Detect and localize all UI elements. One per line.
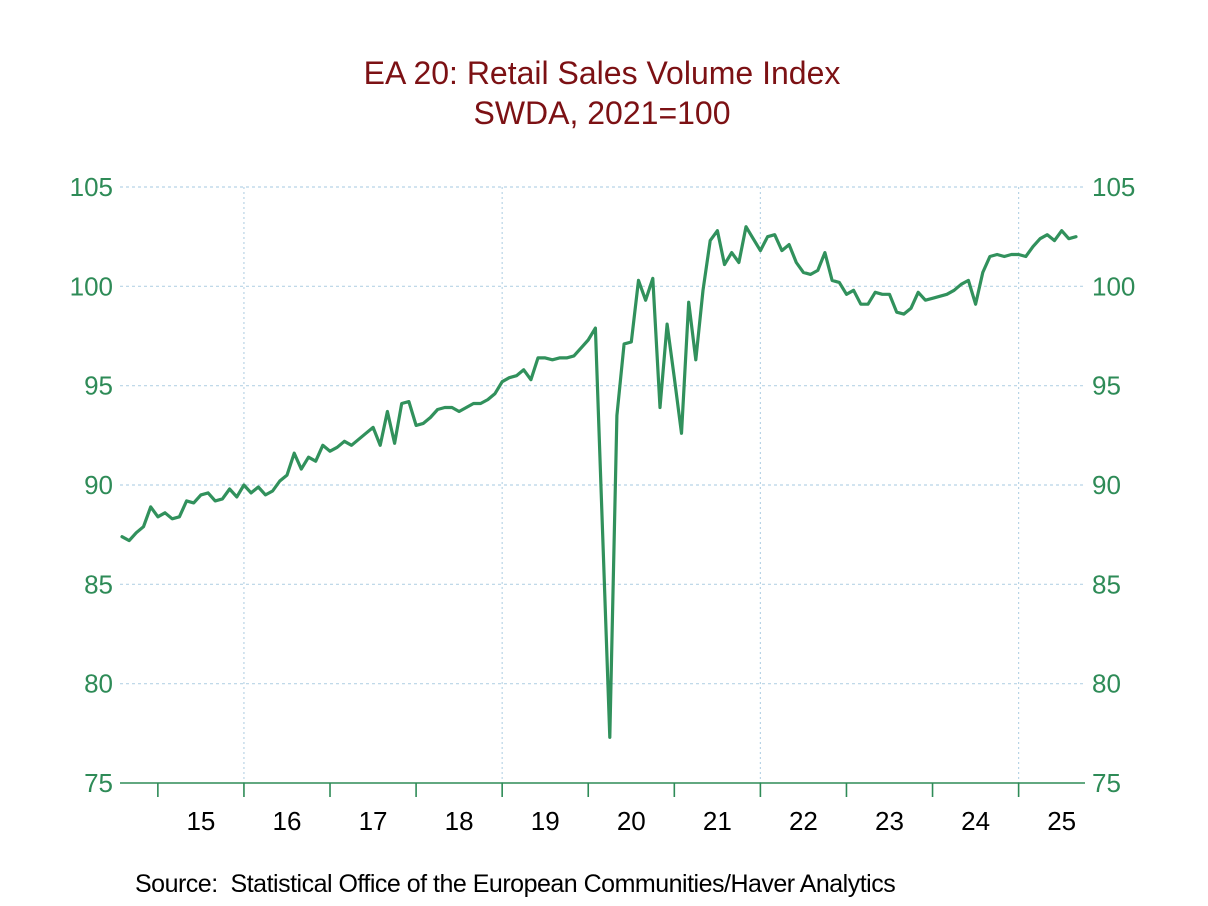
horizontal-gridlines xyxy=(120,186,1085,685)
y-tick-label-right-105: 105 xyxy=(1092,172,1135,202)
y-tick-label-left-90: 90 xyxy=(84,470,113,500)
series-line-group xyxy=(120,225,1078,739)
y-tick-label-left-75: 75 xyxy=(84,768,113,798)
y-tick-label-right-95: 95 xyxy=(1092,371,1121,401)
x-tick-label-18: 18 xyxy=(445,806,474,836)
y-axis-labels-left: 75 80 85 90 95 100 105 xyxy=(70,172,113,798)
x-tick-label-20: 20 xyxy=(617,806,646,836)
x-tick-label-19: 19 xyxy=(531,806,560,836)
x-tick-label-15: 15 xyxy=(186,806,215,836)
y-tick-label-right-80: 80 xyxy=(1092,669,1121,699)
y-tick-label-left-80: 80 xyxy=(84,669,113,699)
source-note: Source: Statistical Office of the Europe… xyxy=(135,870,895,898)
x-tick-label-17: 17 xyxy=(359,806,388,836)
y-axis-labels-right: 75 80 85 90 95 100 105 xyxy=(1092,172,1135,798)
x-tick-label-16: 16 xyxy=(273,806,302,836)
x-tick-label-24: 24 xyxy=(961,806,990,836)
x-tick-label-25: 25 xyxy=(1047,806,1076,836)
x-tick-label-23: 23 xyxy=(875,806,904,836)
x-tick-label-22: 22 xyxy=(789,806,818,836)
y-tick-label-left-95: 95 xyxy=(84,371,113,401)
y-tick-label-left-85: 85 xyxy=(84,569,113,599)
series-line xyxy=(120,225,1078,739)
chart-subtitle: SWDA, 2021=100 xyxy=(473,95,730,131)
x-axis-labels: 15 16 17 18 19 20 21 22 23 24 25 xyxy=(186,806,1076,836)
y-tick-label-left-105: 105 xyxy=(70,172,113,202)
x-tick-label-21: 21 xyxy=(703,806,732,836)
y-tick-label-right-90: 90 xyxy=(1092,470,1121,500)
y-tick-label-right-85: 85 xyxy=(1092,569,1121,599)
x-axis xyxy=(120,782,1085,797)
vertical-gridlines xyxy=(243,187,1020,783)
chart-title: EA 20: Retail Sales Volume Index xyxy=(364,55,841,91)
y-tick-label-right-100: 100 xyxy=(1092,271,1135,301)
y-tick-label-left-100: 100 xyxy=(70,271,113,301)
y-tick-label-right-75: 75 xyxy=(1092,768,1121,798)
